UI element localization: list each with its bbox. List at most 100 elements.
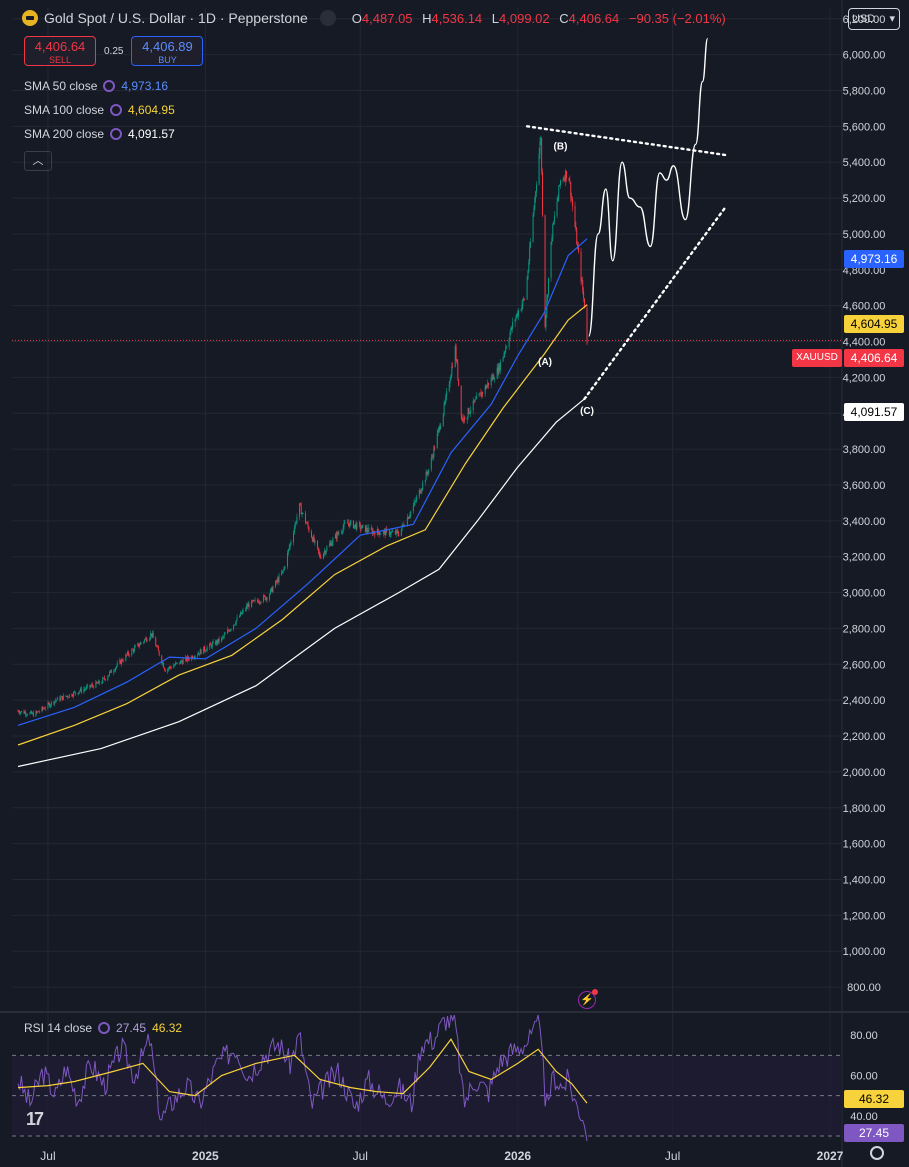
candle-body bbox=[181, 661, 183, 665]
upper-trendline bbox=[525, 125, 727, 157]
candle-body bbox=[109, 670, 111, 672]
candle-body bbox=[29, 712, 31, 715]
candle-body bbox=[455, 346, 457, 360]
price-tick-label: 6,000.00 bbox=[843, 50, 886, 62]
candle-body bbox=[503, 353, 505, 357]
candle-body bbox=[167, 668, 169, 672]
candle-body bbox=[91, 684, 93, 687]
legend-sma50[interactable]: SMA 50 close 4,973.16 bbox=[24, 79, 169, 93]
badge-sma50: 4,973.16 bbox=[844, 250, 904, 268]
candle-body bbox=[179, 662, 181, 664]
time-tick-label: 2027 bbox=[817, 1149, 844, 1163]
candle-body bbox=[427, 473, 429, 475]
candle-body bbox=[26, 714, 28, 716]
candle-body bbox=[414, 501, 416, 503]
candle-body bbox=[263, 595, 265, 597]
candle-body bbox=[26, 714, 28, 716]
candle-body bbox=[271, 587, 273, 592]
candle-body bbox=[155, 637, 157, 647]
badge-rsi-ma: 46.32 bbox=[844, 1090, 904, 1108]
candle-body bbox=[103, 677, 105, 679]
candle-body bbox=[314, 540, 316, 543]
candle-body bbox=[221, 636, 223, 638]
rsi-legend[interactable]: RSI 14 close 27.45 46.32 bbox=[24, 1021, 183, 1035]
candle-body bbox=[426, 471, 428, 474]
candle-body bbox=[384, 530, 386, 536]
candle-body bbox=[402, 524, 404, 526]
candle-body bbox=[204, 650, 206, 652]
candle-body bbox=[334, 534, 336, 539]
buy-button[interactable]: 4,406.89 BUY bbox=[131, 36, 204, 66]
candle-body bbox=[116, 663, 118, 667]
candle-body bbox=[392, 531, 394, 532]
candle-body bbox=[38, 711, 40, 713]
candle-body bbox=[176, 662, 178, 664]
candle-body bbox=[212, 641, 214, 644]
wave-label: (C) bbox=[580, 406, 594, 417]
gear-icon[interactable] bbox=[870, 1146, 884, 1160]
price-tick-label: 1,000.00 bbox=[843, 946, 886, 958]
legend-sma200[interactable]: SMA 200 close 4,091.57 bbox=[24, 127, 175, 141]
candle-body bbox=[170, 667, 172, 669]
candle-body bbox=[474, 399, 476, 402]
candle-body bbox=[328, 543, 330, 547]
candle-body bbox=[534, 197, 536, 208]
candle-body bbox=[97, 680, 99, 684]
candle-body bbox=[241, 611, 243, 615]
candle-body bbox=[86, 685, 88, 687]
candle-body bbox=[437, 429, 439, 434]
candle-body bbox=[344, 522, 346, 524]
legend-sma100[interactable]: SMA 100 close 4,604.95 bbox=[24, 103, 175, 117]
candle-body bbox=[301, 512, 303, 515]
candle-body bbox=[19, 712, 21, 714]
candle-body bbox=[571, 199, 573, 207]
candle-body bbox=[203, 646, 205, 654]
candle-body bbox=[42, 707, 44, 709]
candle-body bbox=[480, 392, 482, 397]
candle-body bbox=[92, 685, 94, 688]
candle-body bbox=[380, 533, 382, 535]
candle-body bbox=[456, 359, 458, 363]
sell-button[interactable]: 4,406.64 SELL bbox=[24, 36, 96, 66]
symbol-title[interactable]: Gold Spot / U.S. Dollar · 1D · Peppersto… bbox=[44, 10, 308, 26]
badge-last-price: 4,406.64 bbox=[844, 349, 904, 367]
price-tick-label: 3,200.00 bbox=[843, 552, 886, 564]
candle-body bbox=[125, 654, 127, 661]
lightning-icon[interactable]: ⚡ bbox=[578, 989, 598, 1009]
candle-body bbox=[304, 512, 306, 523]
broadcast-icon[interactable] bbox=[319, 10, 336, 26]
candle-body bbox=[306, 523, 308, 525]
candle-body bbox=[25, 712, 27, 715]
candle-body bbox=[158, 650, 160, 656]
candle-body bbox=[127, 651, 129, 655]
candle-body bbox=[469, 412, 471, 414]
candle-body bbox=[533, 207, 535, 215]
candle-body bbox=[487, 382, 489, 386]
candle-body bbox=[415, 500, 417, 502]
candle-body bbox=[198, 653, 200, 655]
candle-body bbox=[139, 642, 141, 646]
candle-body bbox=[17, 710, 19, 712]
candle-body bbox=[475, 398, 477, 400]
price-tick-label: 2,800.00 bbox=[843, 623, 886, 635]
candle-body bbox=[258, 602, 260, 604]
candle-body bbox=[150, 633, 152, 636]
candle-body bbox=[343, 522, 345, 528]
candle-body bbox=[32, 712, 34, 714]
candle-body bbox=[299, 503, 301, 517]
candle-body bbox=[61, 696, 63, 700]
candle-body bbox=[140, 642, 142, 644]
candle-body bbox=[218, 638, 220, 642]
chevron-up-icon[interactable]: ︿ bbox=[24, 151, 52, 171]
currency-select[interactable]: USD bbox=[848, 8, 900, 30]
candle-body bbox=[24, 712, 26, 714]
candle-body bbox=[496, 367, 498, 379]
candle-body bbox=[235, 620, 237, 625]
candle-body bbox=[355, 524, 357, 530]
candle-body bbox=[23, 710, 25, 714]
candle-body bbox=[390, 531, 392, 535]
candle-body bbox=[365, 527, 367, 533]
candle-body bbox=[47, 702, 49, 709]
